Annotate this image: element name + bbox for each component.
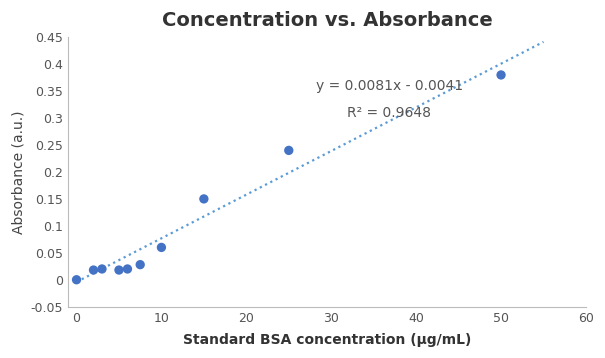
Point [157,245,166,250]
Point [136,262,145,267]
Point [123,266,132,272]
Point [114,267,124,273]
Point [71,277,81,282]
Point [199,196,209,202]
Title: Concentration vs. Absorbance: Concentration vs. Absorbance [162,11,492,30]
Text: y = 0.0081x - 0.0041: y = 0.0081x - 0.0041 [316,79,463,93]
Point [284,147,293,153]
X-axis label: Standard BSA concentration (μg/mL): Standard BSA concentration (μg/mL) [183,333,471,347]
Point [496,72,506,78]
Text: R² = 0.9648: R² = 0.9648 [347,106,431,120]
Point [97,266,107,272]
Point [89,267,99,273]
Y-axis label: Absorbance (a.u.): Absorbance (a.u.) [11,110,25,234]
